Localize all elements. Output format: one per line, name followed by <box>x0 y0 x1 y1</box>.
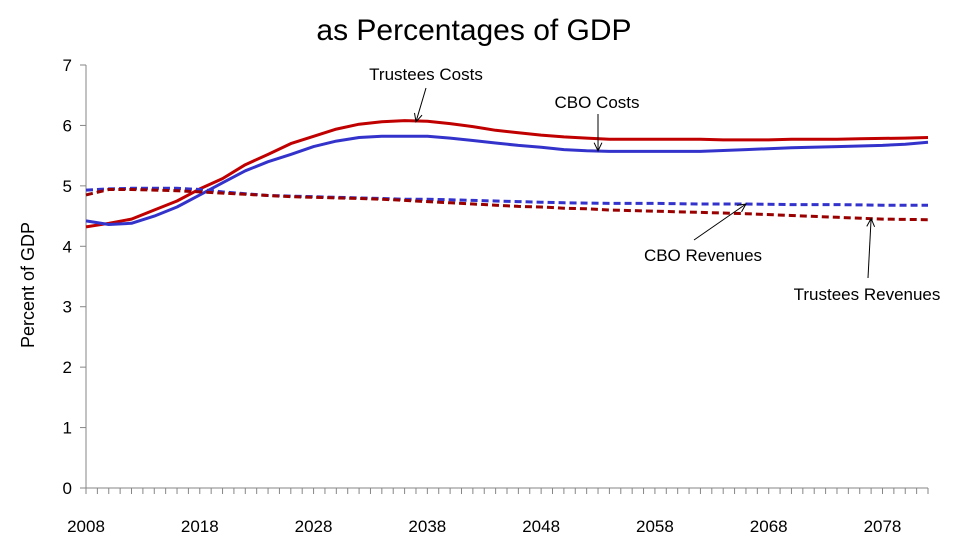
annotation-label: CBO Revenues <box>644 246 762 265</box>
series-layer <box>85 119 929 229</box>
annotation-arrowhead <box>736 203 747 213</box>
y-tick-label: 3 <box>63 298 72 317</box>
annotation-label: Trustees Revenues <box>794 285 941 304</box>
y-tick-label: 4 <box>63 237 72 256</box>
annotation-arrowhead <box>866 217 876 227</box>
y-axis-label: Percent of GDP <box>18 222 38 348</box>
annotation-arrowhead <box>414 112 423 123</box>
annotation-layer: Trustees Costs CBO Costs CBO Revenues Trust… <box>369 65 940 304</box>
x-tick-label: 2028 <box>295 517 333 536</box>
series-trustees-costs <box>85 119 929 229</box>
series-cbo-costs <box>85 134 929 226</box>
series-trustees-revenues <box>85 188 929 222</box>
x-tick-label: 2048 <box>522 517 560 536</box>
annotation-arrow <box>415 87 427 122</box>
y-tick-label: 6 <box>63 116 72 135</box>
x-tick-label: 2078 <box>864 517 902 536</box>
x-tick-label: 2068 <box>750 517 788 536</box>
y-tick-label: 5 <box>63 177 72 196</box>
annotation-label: CBO Costs <box>554 93 639 112</box>
x-tick-label: 2018 <box>181 517 219 536</box>
y-tick-label: 1 <box>63 419 72 438</box>
annotation-arrow <box>867 218 872 279</box>
axes: 0 1 2 3 4 5 6 7 2008 2018 2028 2038 2048 2058 2068 2078 <box>63 56 929 536</box>
y-tick-label: 7 <box>63 56 72 75</box>
y-tick-label: 2 <box>63 358 72 377</box>
annotation-arrow <box>693 203 747 241</box>
x-tick-label: 2058 <box>636 517 674 536</box>
x-tick-label: 2008 <box>67 517 105 536</box>
annotation-arrowhead <box>593 142 603 152</box>
chart-title: as Percentages of GDP <box>316 14 631 47</box>
annotation-label: Trustees Costs <box>369 65 483 84</box>
x-tick-label: 2038 <box>408 517 446 536</box>
series-cbo-revenues <box>85 186 928 207</box>
y-tick-label: 0 <box>63 479 72 498</box>
